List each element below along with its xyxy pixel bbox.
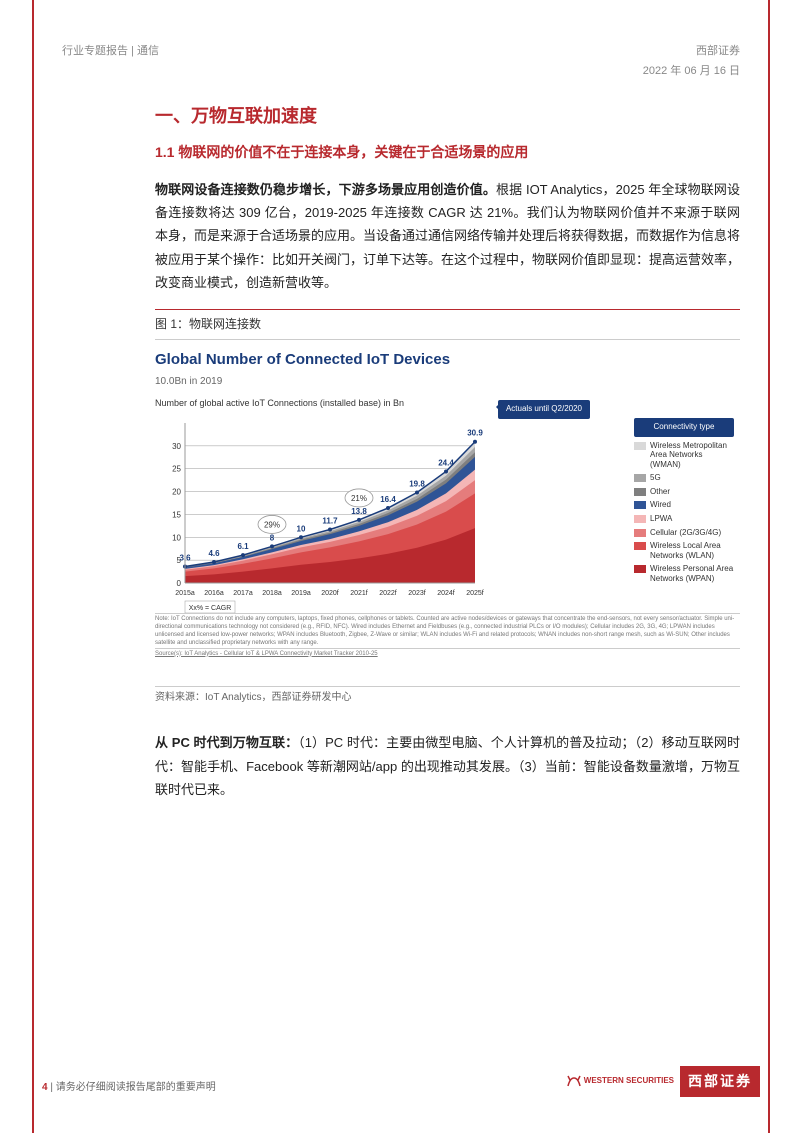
- legend-swatch: [634, 515, 646, 523]
- left-accent-bar: [32, 0, 34, 1133]
- svg-text:11.7: 11.7: [322, 517, 338, 526]
- legend-item: 5G: [634, 473, 734, 483]
- figure-source: 资料来源：IoT Analytics，西部证券研发中心: [155, 686, 740, 707]
- chart-note-1: Note: IoT Connections do not include any…: [155, 613, 740, 647]
- svg-text:16.4: 16.4: [380, 495, 396, 504]
- svg-text:2021f: 2021f: [350, 590, 368, 597]
- footer-left: 4 | 请务必仔细阅读报告尾部的重要声明: [42, 1079, 216, 1097]
- svg-text:25: 25: [172, 465, 181, 474]
- header-date: 2022 年 06 月 16 日: [643, 62, 740, 82]
- right-accent-bar: [768, 0, 770, 1133]
- p2-bold: 从 PC 时代到万物互联：: [155, 735, 298, 750]
- svg-text:4.6: 4.6: [208, 549, 220, 558]
- legend-swatch: [634, 474, 646, 482]
- section-h2: 1.1 物联网的价值不在于连接本身，关键在于合适场景的应用: [155, 140, 740, 165]
- legend-label: Wired: [650, 500, 671, 510]
- svg-text:2024f: 2024f: [437, 590, 455, 597]
- legend-label: Wireless Metropolitan Area Networks (WMA…: [650, 441, 734, 470]
- legend-item: Wireless Personal Area Networks (WPAN): [634, 564, 734, 583]
- svg-text:2025f: 2025f: [466, 590, 484, 597]
- svg-text:20: 20: [172, 488, 181, 497]
- legend-item: LPWA: [634, 514, 734, 524]
- legend-title: Connectivity type: [634, 418, 734, 436]
- p1-bold: 物联网设备连接数仍稳步增长，下游多场景应用创造价值。: [155, 182, 496, 197]
- main-content: 一、万物互联加速度 1.1 物联网的价值不在于连接本身，关键在于合适场景的应用 …: [155, 100, 740, 815]
- svg-text:15: 15: [172, 511, 181, 520]
- chart-title: Global Number of Connected IoT Devices: [155, 346, 740, 373]
- svg-text:Xx% = CAGR: Xx% = CAGR: [189, 605, 232, 612]
- legend-item: Cellular (2G/3G/4G): [634, 528, 734, 538]
- svg-text:0: 0: [177, 579, 182, 588]
- chart-legend: Connectivity type Wireless Metropolitan …: [634, 418, 734, 588]
- svg-text:2015a: 2015a: [175, 590, 195, 597]
- footer-disclaimer: | 请务必仔细阅读报告尾部的重要声明: [50, 1082, 215, 1093]
- header-left: 行业专题报告 | 通信: [62, 42, 159, 82]
- actuals-badge: Actuals until Q2/2020: [498, 400, 590, 418]
- figure-caption: 图 1：物联网连接数: [155, 309, 740, 341]
- svg-text:2023f: 2023f: [408, 590, 426, 597]
- svg-text:10: 10: [172, 534, 181, 543]
- legend-label: Wireless Personal Area Networks (WPAN): [650, 564, 734, 583]
- chart-note-2: Source(s): IoT Analytics - Cellular IoT …: [155, 648, 740, 659]
- legend-swatch: [634, 565, 646, 573]
- svg-text:10: 10: [297, 525, 306, 534]
- paragraph-1: 物联网设备连接数仍稳步增长，下游多场景应用创造价值。根据 IOT Analyti…: [155, 178, 740, 295]
- header-right: 西部证券 2022 年 06 月 16 日: [643, 42, 740, 82]
- legend-swatch: [634, 501, 646, 509]
- iot-chart: Global Number of Connected IoT Devices 1…: [155, 346, 740, 686]
- legend-item: Other: [634, 487, 734, 497]
- page-header: 行业专题报告 | 通信 西部证券 2022 年 06 月 16 日: [62, 42, 740, 82]
- svg-text:2019a: 2019a: [291, 590, 311, 597]
- svg-text:19.8: 19.8: [409, 480, 425, 489]
- legend-item: Wireless Local Area Networks (WLAN): [634, 541, 734, 560]
- svg-text:2022f: 2022f: [379, 590, 397, 597]
- legend-swatch: [634, 442, 646, 450]
- p1-rest: 根据 IOT Analytics，2025 年全球物联网设备连接数将达 309 …: [155, 182, 740, 291]
- svg-text:13.8: 13.8: [351, 507, 367, 516]
- svg-text:21%: 21%: [351, 494, 367, 503]
- svg-text:30: 30: [172, 442, 181, 451]
- paragraph-2: 从 PC 时代到万物互联：（1）PC 时代：主要由微型电脑、个人计算机的普及拉动…: [155, 731, 740, 801]
- bull-icon: [566, 1074, 582, 1088]
- svg-text:2018a: 2018a: [262, 590, 282, 597]
- brand-logo-cn: 西部证券: [680, 1066, 760, 1097]
- legend-label: 5G: [650, 473, 661, 483]
- svg-text:2016a: 2016a: [204, 590, 224, 597]
- legend-item: Wireless Metropolitan Area Networks (WMA…: [634, 441, 734, 470]
- brand-logo-en: WESTERN SECURITIES: [566, 1074, 674, 1088]
- legend-swatch: [634, 529, 646, 537]
- section-h1: 一、万物互联加速度: [155, 100, 740, 132]
- svg-text:6.1: 6.1: [237, 542, 249, 551]
- chart-axis-title: Number of global active IoT Connections …: [155, 395, 740, 411]
- svg-text:29%: 29%: [264, 521, 280, 530]
- footer-right: WESTERN SECURITIES 西部证券: [566, 1066, 760, 1097]
- page-number: 4: [42, 1082, 48, 1093]
- svg-text:8: 8: [270, 534, 275, 543]
- page-footer: 4 | 请务必仔细阅读报告尾部的重要声明 WESTERN SECURITIES …: [42, 1066, 760, 1097]
- legend-swatch: [634, 542, 646, 550]
- legend-swatch: [634, 488, 646, 496]
- legend-label: LPWA: [650, 514, 672, 524]
- svg-text:2020f: 2020f: [321, 590, 339, 597]
- chart-plot: 0510152025303.64.66.181011.713.816.419.8…: [155, 413, 585, 613]
- legend-item: Wired: [634, 500, 734, 510]
- legend-label: Wireless Local Area Networks (WLAN): [650, 541, 734, 560]
- svg-text:2017a: 2017a: [233, 590, 253, 597]
- svg-text:24.4: 24.4: [438, 459, 454, 468]
- svg-text:30.9: 30.9: [467, 429, 483, 438]
- header-company: 西部证券: [643, 42, 740, 62]
- chart-subtitle: 10.0Bn in 2019: [155, 373, 740, 391]
- legend-label: Cellular (2G/3G/4G): [650, 528, 721, 538]
- legend-label: Other: [650, 487, 670, 497]
